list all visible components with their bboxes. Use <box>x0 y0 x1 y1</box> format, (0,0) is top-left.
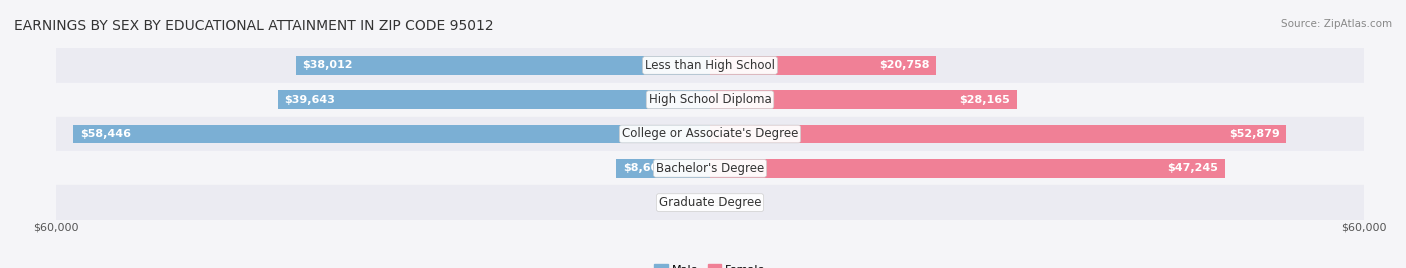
Text: $58,446: $58,446 <box>80 129 131 139</box>
Bar <box>616 159 710 178</box>
Text: Source: ZipAtlas.com: Source: ZipAtlas.com <box>1281 19 1392 29</box>
Bar <box>710 125 1286 143</box>
Text: $20,758: $20,758 <box>879 60 929 70</box>
Text: $8,603: $8,603 <box>623 163 665 173</box>
Text: Graduate Degree: Graduate Degree <box>659 196 761 209</box>
Bar <box>56 151 1364 185</box>
Text: $38,012: $38,012 <box>302 60 353 70</box>
Legend: Male, Female: Male, Female <box>650 260 770 268</box>
Text: College or Associate's Degree: College or Associate's Degree <box>621 128 799 140</box>
Bar <box>56 185 1364 220</box>
Text: High School Diploma: High School Diploma <box>648 93 772 106</box>
Text: $0: $0 <box>713 198 727 208</box>
Bar <box>710 90 1017 109</box>
Bar <box>278 90 710 109</box>
Bar <box>710 56 936 75</box>
Bar <box>73 125 710 143</box>
Text: $52,879: $52,879 <box>1229 129 1279 139</box>
Text: $39,643: $39,643 <box>284 95 336 105</box>
Text: Bachelor's Degree: Bachelor's Degree <box>657 162 763 175</box>
Text: $47,245: $47,245 <box>1167 163 1218 173</box>
Text: Less than High School: Less than High School <box>645 59 775 72</box>
Bar <box>295 56 710 75</box>
Text: $28,165: $28,165 <box>960 95 1011 105</box>
Bar <box>56 117 1364 151</box>
Text: $0: $0 <box>693 198 707 208</box>
Bar <box>710 159 1225 178</box>
Bar <box>56 48 1364 83</box>
Text: EARNINGS BY SEX BY EDUCATIONAL ATTAINMENT IN ZIP CODE 95012: EARNINGS BY SEX BY EDUCATIONAL ATTAINMEN… <box>14 19 494 33</box>
Bar <box>56 83 1364 117</box>
